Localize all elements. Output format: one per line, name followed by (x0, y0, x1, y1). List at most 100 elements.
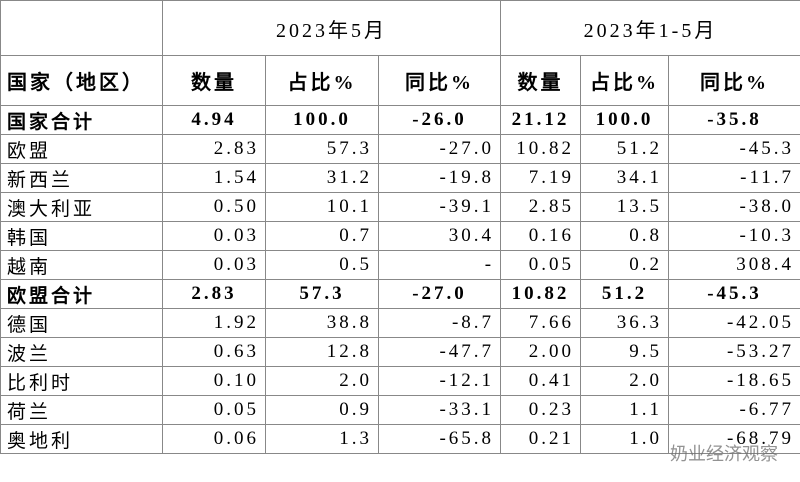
value-cell: -38.0 (668, 192, 800, 222)
value-cell: -68.79 (668, 424, 800, 454)
value-cell: 0.9 (265, 395, 379, 425)
value-cell: 21.12 (500, 105, 582, 135)
value-cell: 2.00 (500, 337, 582, 367)
data-row: 欧盟合计 2.83 57.3 -27.0 10.82 51.2 -45.3 (0, 279, 800, 309)
value-cell: -33.1 (377, 395, 502, 425)
value-cell: 30.4 (377, 221, 502, 251)
data-row: 欧盟 2.83 57.3 -27.0 10.82 51.2 -45.3 (0, 134, 800, 164)
data-row: 德国 1.92 38.8 -8.7 7.66 36.3 -42.05 (0, 308, 800, 338)
period-header: 2023年1-5月 (500, 0, 800, 56)
value-cell: -53.27 (668, 337, 800, 367)
value-cell: 308.4 (668, 250, 800, 280)
column-header: 数量 (162, 55, 266, 106)
value-cell: 0.63 (162, 337, 266, 367)
value-cell: -45.3 (668, 134, 800, 164)
value-cell: 0.03 (162, 250, 266, 280)
value-cell: -26.0 (377, 105, 502, 135)
value-cell: 51.2 (580, 134, 670, 164)
value-cell: 100.0 (265, 105, 379, 135)
value-cell: -42.05 (668, 308, 800, 338)
value-cell: 0.7 (265, 221, 379, 251)
value-cell: 4.94 (162, 105, 266, 135)
region-cell: 澳大利亚 (0, 192, 163, 222)
value-cell: 1.3 (265, 424, 379, 454)
region-cell: 比利时 (0, 366, 163, 396)
value-cell: 100.0 (580, 105, 670, 135)
data-table: 2023年5月 2023年1-5月 国家（地区） 数量 占比% 同比% 数量 占比% 同比%… (0, 0, 800, 454)
value-cell: 0.41 (500, 366, 582, 396)
value-cell: 31.2 (265, 163, 379, 193)
value-cell: 2.83 (162, 279, 266, 309)
value-cell: -39.1 (377, 192, 502, 222)
value-cell: 0.23 (500, 395, 582, 425)
region-cell: 波兰 (0, 337, 163, 367)
period-row: 2023年5月 2023年1-5月 (0, 0, 800, 56)
value-cell: 51.2 (580, 279, 670, 309)
value-cell: 9.5 (580, 337, 670, 367)
value-cell: - (377, 250, 502, 280)
region-cell: 韩国 (0, 221, 163, 251)
watermark: 奶业经济观察 (670, 444, 778, 465)
data-row: 比利时 0.10 2.0 -12.1 0.41 2.0 -18.65 (0, 366, 800, 396)
value-cell: 2.0 (580, 366, 670, 396)
value-cell: 0.05 (500, 250, 582, 280)
region-cell: 荷兰 (0, 395, 163, 425)
value-cell: 2.83 (162, 134, 266, 164)
data-row: 澳大利亚 0.50 10.1 -39.1 2.85 13.5 -38.0 (0, 192, 800, 222)
value-cell: -65.8 (377, 424, 502, 454)
value-cell: -11.7 (668, 163, 800, 193)
region-cell: 越南 (0, 250, 163, 280)
value-cell: -10.3 (668, 221, 800, 251)
value-cell: 13.5 (580, 192, 670, 222)
value-cell: 1.1 (580, 395, 670, 425)
value-cell: 0.10 (162, 366, 266, 396)
column-header-row: 国家（地区） 数量 占比% 同比% 数量 占比% 同比% (0, 55, 800, 106)
data-row: 奥地利 0.06 1.3 -65.8 0.21 1.0 -68.79 (0, 424, 800, 454)
value-cell: 10.82 (500, 134, 582, 164)
period-header: 2023年5月 (161, 0, 502, 56)
value-cell: 1.0 (580, 424, 670, 454)
region-cell: 德国 (0, 308, 163, 338)
value-cell: -12.1 (377, 366, 502, 396)
value-cell: 0.5 (265, 250, 379, 280)
value-cell: -6.77 (668, 395, 800, 425)
data-row: 新西兰 1.54 31.2 -19.8 7.19 34.1 -11.7 (0, 163, 800, 193)
value-cell: 36.3 (580, 308, 670, 338)
value-cell: -18.65 (668, 366, 800, 396)
region-cell: 欧盟合计 (0, 279, 163, 309)
value-cell: 57.3 (265, 134, 379, 164)
value-cell: 10.1 (265, 192, 379, 222)
data-row: 越南 0.03 0.5-0.05 0.2 308.4 (0, 250, 800, 280)
value-cell: 2.0 (265, 366, 379, 396)
value-cell: 34.1 (580, 163, 670, 193)
column-header: 占比% (265, 55, 379, 106)
value-cell: -27.0 (377, 134, 502, 164)
empty-cell (0, 0, 163, 56)
value-cell: 1.92 (162, 308, 266, 338)
value-cell: 0.05 (162, 395, 266, 425)
value-cell: 10.82 (500, 279, 582, 309)
value-cell: -8.7 (377, 308, 502, 338)
value-cell: 0.2 (580, 250, 670, 280)
value-cell: 2.85 (500, 192, 582, 222)
column-header: 国家（地区） (0, 55, 163, 106)
column-header: 占比% (580, 55, 670, 106)
value-cell: 1.54 (162, 163, 266, 193)
data-row: 国家合计 4.94 100.0 -26.0 21.12 100.0 -35.8 (0, 105, 800, 135)
value-cell: 0.50 (162, 192, 266, 222)
value-cell: 7.19 (500, 163, 582, 193)
value-cell: -47.7 (377, 337, 502, 367)
region-cell: 奥地利 (0, 424, 163, 454)
value-cell: 38.8 (265, 308, 379, 338)
value-cell: 0.21 (500, 424, 582, 454)
column-header: 数量 (500, 55, 582, 106)
column-header: 同比% (377, 55, 502, 106)
region-cell: 新西兰 (0, 163, 163, 193)
value-cell: 0.06 (162, 424, 266, 454)
value-cell: 12.8 (265, 337, 379, 367)
region-cell: 国家合计 (0, 105, 163, 135)
data-row: 韩国 0.03 0.7 30.4 0.16 0.8 -10.3 (0, 221, 800, 251)
value-cell: 0.8 (580, 221, 670, 251)
region-cell: 欧盟 (0, 134, 163, 164)
